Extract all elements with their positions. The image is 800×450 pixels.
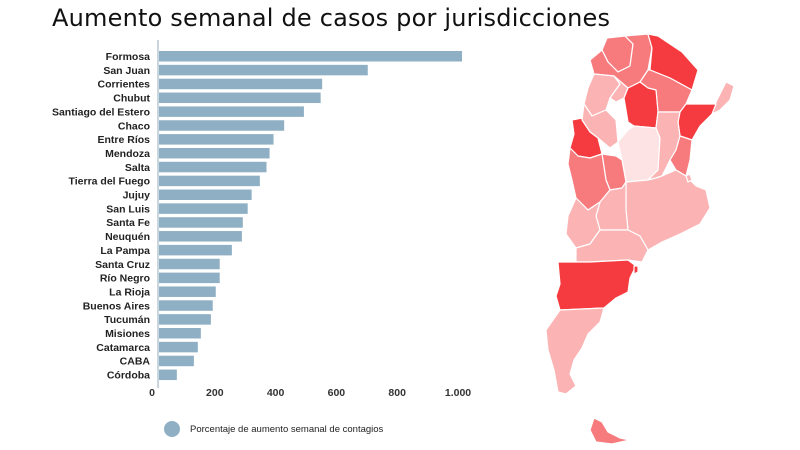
category-label: Formosa	[106, 51, 151, 63]
category-label: La Rioja	[109, 286, 150, 298]
x-tick-label: 0	[149, 387, 155, 399]
x-tick-label: 400	[267, 387, 285, 399]
category-label: Misiones	[105, 328, 150, 340]
x-tick-label: 600	[328, 387, 346, 399]
bar-formosa	[159, 51, 462, 62]
bar-san-juan	[159, 64, 368, 76]
category-label: San Juan	[103, 65, 150, 77]
legend-swatch	[164, 421, 180, 437]
category-label: Tucumán	[104, 314, 150, 326]
chart-title: Aumento semanal de casos por jurisdiccio…	[52, 4, 611, 32]
map-island	[633, 265, 639, 275]
map-province-corrientes	[677, 103, 717, 141]
x-tick-label: 800	[388, 387, 406, 399]
legend-label: Porcentaje de aumento semanal de contagi…	[190, 423, 384, 435]
bar-neuquén	[159, 231, 242, 242]
bar-caba	[159, 355, 194, 367]
bar-mendoza	[159, 147, 270, 159]
x-tick-label: 1.000	[445, 387, 471, 399]
bar-la-pampa	[159, 244, 232, 256]
category-label: La Pampa	[100, 245, 150, 257]
bar-chaco	[159, 120, 285, 131]
category-label: Santiago del Estero	[52, 106, 150, 118]
bar-santa-fe	[159, 217, 243, 228]
legend: Porcentaje de aumento semanal de contagi…	[164, 421, 383, 437]
category-label: Corrientes	[97, 79, 150, 91]
category-label: Buenos Aires	[83, 300, 150, 312]
map-province-misiones	[711, 81, 735, 115]
bar-santa-cruz	[159, 258, 220, 270]
category-label: Chubut	[113, 93, 150, 105]
map-province-tierra-del-fuego	[589, 417, 631, 445]
bar-jujuy	[159, 189, 252, 200]
category-label: Jujuy	[123, 190, 151, 202]
category-label: Entre Ríos	[97, 134, 150, 146]
category-label: Córdoba	[107, 370, 150, 382]
bar-misiones	[159, 328, 201, 339]
map-province-caba	[685, 173, 693, 183]
bar-córdoba	[159, 369, 177, 381]
bar-tucumán	[159, 314, 211, 325]
bar-chart: Formosa San Juan Corrientes ChubutSantiago …	[52, 40, 471, 399]
argentina-map	[545, 33, 735, 445]
category-label: Río Negro	[100, 273, 150, 285]
category-label: Mendoza	[105, 148, 150, 160]
bar-tierra-del-fuego	[159, 175, 260, 187]
map-province-santa-cruz	[545, 307, 605, 395]
bar-catamarca	[159, 341, 198, 353]
category-label: Neuquén	[105, 231, 150, 243]
bar-santiago-del-estero	[159, 106, 304, 117]
bar-la-rioja	[159, 286, 216, 297]
bar-entre-ríos	[159, 134, 274, 145]
map-province-chubut	[555, 259, 637, 311]
bar-corrientes	[159, 78, 323, 90]
bar-salta	[159, 161, 267, 173]
map-province-santiago	[623, 81, 659, 129]
bar-chubut	[159, 92, 321, 104]
bar-san-luis	[159, 203, 248, 214]
category-label: Catamarca	[96, 342, 150, 354]
bar-río-negro	[159, 272, 220, 284]
bar-buenos-aires	[159, 300, 213, 311]
category-label: Santa Cruz	[95, 259, 150, 271]
category-label: Tierra del Fuego	[69, 176, 151, 188]
category-label: Salta	[125, 162, 150, 174]
category-label: San Luis	[106, 203, 150, 215]
category-label: Santa Fe	[106, 217, 150, 229]
category-label: Chaco	[118, 120, 150, 132]
x-tick-label: 200	[206, 387, 224, 399]
category-label: CABA	[120, 356, 151, 368]
